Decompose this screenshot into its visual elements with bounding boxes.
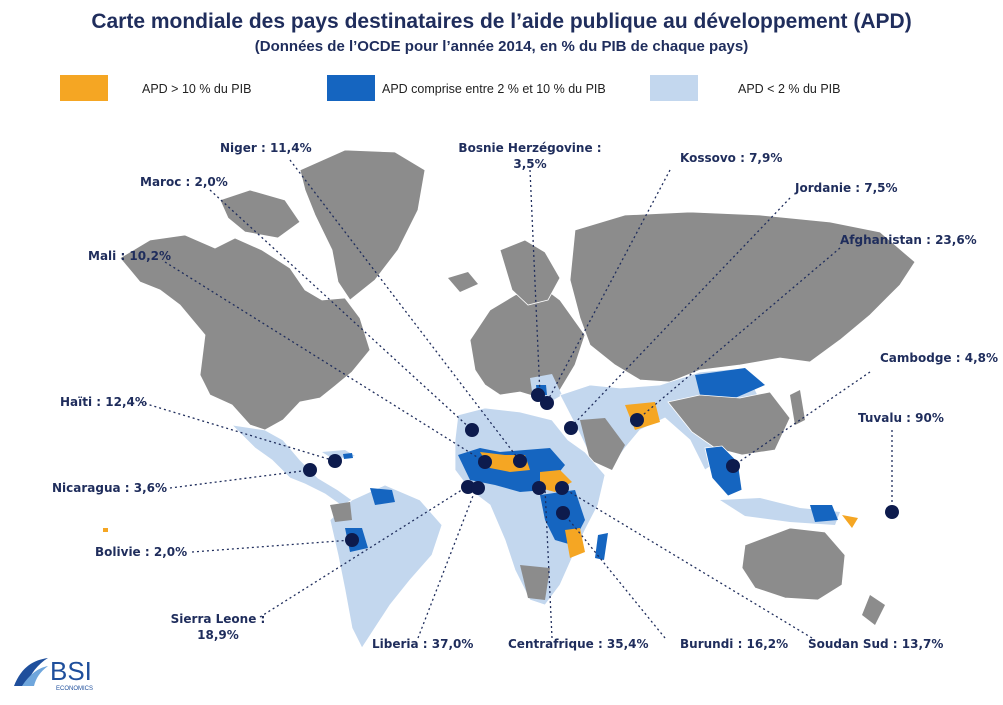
label-bosnie-value: 3,5% xyxy=(513,157,546,171)
legend-label-low: APD < 2 % du PIB xyxy=(738,82,841,96)
label-sierra-leone-value: 18,9% xyxy=(197,628,239,642)
marker-niger xyxy=(513,454,527,468)
leader-burundi xyxy=(564,514,666,639)
region-australia xyxy=(741,527,846,601)
marker-liberia xyxy=(471,481,485,495)
label-afghanistan: Afghanistan : 23,6% xyxy=(840,233,977,247)
marker-soudan-sud xyxy=(555,481,569,495)
region-mozambique xyxy=(565,528,585,558)
region-venezuela xyxy=(370,488,395,505)
leader-niger xyxy=(289,159,521,462)
region-indonesia xyxy=(720,498,840,525)
label-kossovo: Kossovo : 7,9% xyxy=(680,151,782,165)
logo-sub: ECONOMICS xyxy=(56,686,93,692)
leader-kossovo xyxy=(546,169,671,403)
region-png xyxy=(810,505,838,522)
marker-afghanistan xyxy=(630,413,644,427)
logo-brand: BSI xyxy=(50,656,92,686)
landmasses xyxy=(103,149,916,649)
marker-tuvalu xyxy=(885,505,899,519)
region-new-zealand xyxy=(862,595,885,625)
country-markers xyxy=(303,388,899,547)
label-tuvalu: Tuvalu : 90% xyxy=(858,411,944,425)
leader-soudan xyxy=(562,487,813,639)
label-burundi: Burundi : 16,2% xyxy=(680,637,788,651)
marker-bolivie xyxy=(345,533,359,547)
country-labels: Niger : 11,4% Bosnie Herzégovine : 3,5% … xyxy=(52,141,998,651)
label-soudan-sud: Soudan Sud : 13,7% xyxy=(808,637,943,651)
label-maroc: Maroc : 2,0% xyxy=(140,175,228,189)
region-south-america xyxy=(329,484,443,649)
map-subtitle: (Données de l’OCDE pour l’année 2014, en… xyxy=(254,38,749,55)
region-arabia-grey xyxy=(580,418,625,470)
region-brazil-grey xyxy=(330,502,352,522)
legend-swatch-low xyxy=(650,75,698,101)
legend-swatch-mid xyxy=(327,75,375,101)
label-haiti: Haïti : 12,4% xyxy=(60,395,147,409)
label-jordanie: Jordanie : 7,5% xyxy=(794,181,898,195)
region-madagascar xyxy=(595,533,608,560)
marker-jordanie xyxy=(564,421,578,435)
label-bosnie: Bosnie Herzégovine : xyxy=(458,141,601,155)
leader-nicaragua xyxy=(169,469,311,489)
map-title: Carte mondiale des pays destinataires de… xyxy=(91,10,912,33)
bsi-logo: BSI ECONOMICS xyxy=(14,656,93,692)
leader-liberia xyxy=(417,487,477,639)
leader-centrafrique xyxy=(544,487,553,639)
marker-burundi xyxy=(556,506,570,520)
marker-kossovo xyxy=(540,396,554,410)
label-centrafrique: Centrafrique : 35,4% xyxy=(508,637,649,651)
marker-centrafrique xyxy=(532,481,546,495)
region-pacific-islands xyxy=(842,515,858,528)
region-se-asia xyxy=(704,445,743,497)
legend-label-mid: APD comprise entre 2 % et 10 % du PIB xyxy=(382,82,606,96)
region-pacific-speck xyxy=(103,528,108,532)
leader-jordanie xyxy=(569,197,791,429)
region-arctic-islands xyxy=(219,189,301,239)
region-mongolia xyxy=(695,368,765,398)
label-bolivie: Bolivie : 2,0% xyxy=(95,545,187,559)
marker-cambodge xyxy=(726,459,740,473)
label-niger: Niger : 11,4% xyxy=(220,141,312,155)
legend-label-high: APD > 10 % du PIB xyxy=(142,82,252,96)
leader-maroc xyxy=(209,189,473,431)
region-iceland xyxy=(448,272,478,292)
label-sierra-leone: Sierra Leone : xyxy=(171,612,266,626)
region-russia xyxy=(569,211,916,383)
marker-bosnie xyxy=(531,388,545,402)
label-nicaragua: Nicaragua : 3,6% xyxy=(52,481,167,495)
marker-nicaragua xyxy=(303,463,317,477)
logo-wave-icon xyxy=(14,658,48,686)
region-greenland xyxy=(299,149,426,301)
leader-lines xyxy=(139,159,893,639)
leader-sierra xyxy=(259,485,469,618)
leader-bolivie xyxy=(191,539,353,553)
marker-maroc xyxy=(465,423,479,437)
region-south-africa-grey xyxy=(520,565,550,600)
region-scandinavia xyxy=(499,239,561,306)
label-mali: Mali : 10,2% xyxy=(88,249,171,263)
leader-afghanistan xyxy=(636,247,841,421)
legend-swatch-high xyxy=(60,75,108,101)
leader-haiti xyxy=(139,401,336,462)
region-japan xyxy=(790,390,805,425)
label-cambodge: Cambodge : 4,8% xyxy=(880,351,998,365)
marker-mali xyxy=(478,455,492,469)
region-china xyxy=(667,391,791,456)
label-liberia: Liberia : 37,0% xyxy=(372,637,473,651)
marker-haiti xyxy=(328,454,342,468)
region-haiti xyxy=(343,453,353,459)
region-north-america xyxy=(119,234,371,431)
